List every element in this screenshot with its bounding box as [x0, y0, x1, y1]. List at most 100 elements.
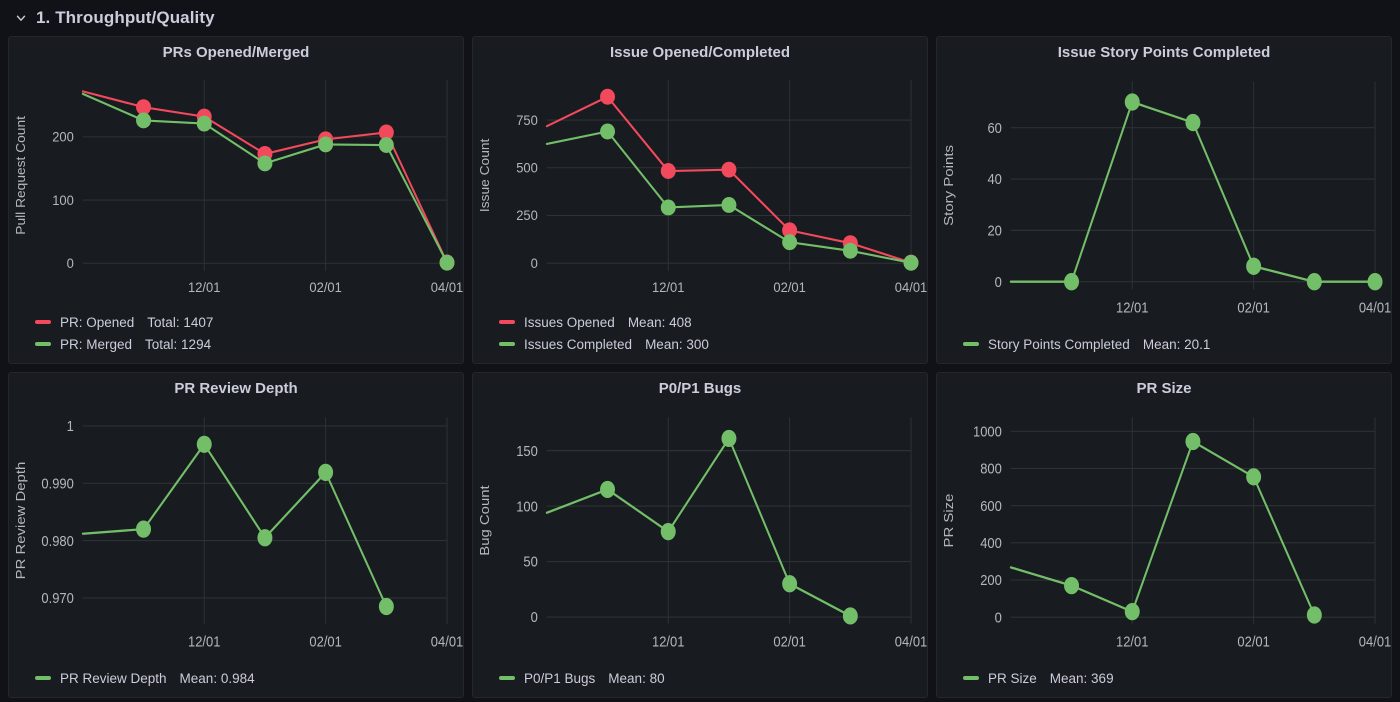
series-point-issues-completed	[903, 254, 919, 271]
legend-color-swatch	[963, 342, 979, 346]
y-axis-title: Bug Count	[477, 485, 492, 556]
legend-item[interactable]: PR: Merged Total: 1294	[35, 333, 463, 355]
chart-legend: Issues Opened Mean: 408 Issues Completed Me…	[473, 309, 927, 363]
series-point-story-points-completed	[1185, 113, 1201, 132]
y-axis-tick-label: 200	[52, 129, 74, 144]
series-point-story-points-completed	[1124, 93, 1140, 111]
legend-series-label: Issues Completed	[524, 336, 633, 352]
y-axis-tick-label: 1000	[973, 423, 1002, 440]
y-axis-title: Issue Count	[477, 138, 492, 212]
legend-series-label: PR Review Depth	[60, 670, 167, 686]
legend-series-stat: Total: 1294	[145, 336, 212, 352]
panel-p0-p1-bugs[interactable]: P0/P1 Bugs 0 50 100 150 12/01 02/01 04/01 Bug Co…	[472, 372, 928, 698]
y-axis-tick-label: 0.990	[41, 475, 74, 492]
panel-title: Issue Opened/Completed	[609, 44, 791, 61]
panel-title: P0/P1 Bugs	[658, 380, 742, 397]
chart-plot-area[interactable]: 0 20 40 60 12/01 02/01 04/01 Story Points	[937, 63, 1391, 331]
legend-series-label: Story Points Completed	[988, 336, 1130, 352]
timeseries-chart: 0 200 400 600 800 1000 12/01 02/01 04/01 PR Size	[941, 417, 1391, 650]
timeseries-chart: 0.970 0.980 0.990 1 12/01 02/01 04/01 PR Review…	[13, 417, 463, 650]
chart-plot-area[interactable]: 0 250 500 750 12/01 02/01 04/01 Issue Count	[473, 63, 927, 309]
series-point-pr-review-depth	[136, 520, 152, 538]
x-axis-tick-label: 04/01	[1359, 299, 1391, 316]
x-axis-tick-label: 12/01	[188, 633, 221, 650]
legend-color-swatch	[499, 342, 515, 346]
y-axis-tick-label: 0	[531, 608, 538, 625]
panel-issue-story-points-completed[interactable]: Issue Story Points Completed 0 20 40 60 12/01…	[936, 36, 1392, 364]
legend-series-stat: Total: 1407	[147, 314, 214, 330]
series-point-pr-size	[1306, 606, 1322, 624]
legend-series-stat: Mean: 300	[645, 336, 709, 352]
timeseries-chart: 0 20 40 60 12/01 02/01 04/01 Story Points	[941, 81, 1391, 316]
chart-legend: Story Points Completed Mean: 20.1	[937, 331, 1391, 363]
x-axis-tick-label: 04/01	[895, 633, 927, 650]
panel-grid: PRs Opened/Merged 0 100 200 12/01 02/01 04/01 P…	[0, 36, 1400, 702]
series-point-pr-review-depth	[257, 529, 273, 547]
legend-series-label: PR: Opened	[60, 314, 135, 330]
timeseries-chart: 0 100 200 12/01 02/01 04/01 Pull Request Count	[13, 79, 463, 295]
timeseries-chart: 0 250 500 750 12/01 02/01 04/01 Issue Count	[477, 79, 927, 295]
x-axis-tick-label: 04/01	[895, 280, 927, 295]
chart-plot-area[interactable]: 0 50 100 150 12/01 02/01 04/01 Bug Count	[473, 399, 927, 665]
series-point-pr-review-depth	[196, 435, 212, 453]
legend-item[interactable]: PR Size Mean: 369	[963, 667, 1391, 689]
legend-item[interactable]: PR: Opened Total: 1407	[35, 311, 463, 333]
x-axis-tick-label: 02/01	[1237, 633, 1270, 650]
y-axis-tick-label: 0	[531, 256, 538, 271]
series-point-pr-merged	[318, 136, 334, 153]
series-point-pr-review-depth	[378, 597, 394, 616]
dashboard-row-header[interactable]: 1. Throughput/Quality	[0, 0, 1400, 36]
x-axis-tick-label: 02/01	[309, 633, 342, 650]
panel-pr-size[interactable]: PR Size 0 200 400 600 800 1000 12/01 02/01 04/01 P…	[936, 372, 1392, 698]
legend-item[interactable]: Story Points Completed Mean: 20.1	[963, 333, 1391, 355]
panel-issue-opened-completed[interactable]: Issue Opened/Completed 0 250 500 750 12/01 02/…	[472, 36, 928, 364]
series-point-story-points-completed	[1064, 273, 1080, 291]
legend-item[interactable]: PR Review Depth Mean: 0.984	[35, 667, 463, 689]
panel-prs-opened-merged[interactable]: PRs Opened/Merged 0 100 200 12/01 02/01 04/01 P…	[8, 36, 464, 364]
legend-series-stat: Mean: 20.1	[1142, 336, 1211, 352]
series-point-issues-opened	[600, 88, 616, 105]
series-point-p0-p1-bugs	[600, 480, 616, 499]
series-point-pr-size	[1124, 603, 1140, 621]
series-point-p0-p1-bugs	[660, 523, 676, 541]
y-axis-tick-label: 200	[980, 571, 1002, 588]
x-axis-tick-label: 02/01	[773, 280, 805, 295]
y-axis-tick-label: 0	[995, 609, 1002, 626]
legend-series-label: Issues Opened	[524, 314, 615, 330]
y-axis-tick-label: 50	[523, 553, 538, 570]
x-axis-tick-label: 12/01	[652, 633, 685, 650]
legend-color-swatch	[499, 676, 515, 680]
chart-plot-area[interactable]: 0.970 0.980 0.990 1 12/01 02/01 04/01 PR Review…	[9, 399, 463, 665]
series-point-issues-completed	[721, 197, 737, 213]
series-point-p0-p1-bugs	[842, 607, 858, 625]
series-line-pr-review-depth	[81, 443, 388, 608]
y-axis-tick-label: 800	[980, 460, 1002, 477]
chart-plot-area[interactable]: 0 200 400 600 800 1000 12/01 02/01 04/01 PR Size	[937, 399, 1391, 665]
legend-item[interactable]: Issues Opened Mean: 408	[499, 311, 927, 333]
x-axis-tick-label: 04/01	[1359, 633, 1391, 650]
legend-color-swatch	[499, 320, 515, 324]
series-point-p0-p1-bugs	[721, 429, 737, 448]
series-point-issues-completed	[782, 234, 798, 251]
legend-series-label: PR: Merged	[60, 336, 133, 352]
y-axis-tick-label: 20	[987, 222, 1002, 239]
series-point-pr-merged	[196, 115, 212, 132]
series-point-issues-completed	[660, 199, 676, 216]
panel-pr-review-depth[interactable]: PR Review Depth 0.970 0.980 0.990 1 12/01 02/0…	[8, 372, 464, 698]
chart-legend: PR: Opened Total: 1407 PR: Merged Total: 12…	[9, 309, 463, 363]
legend-item[interactable]: P0/P1 Bugs Mean: 80	[499, 667, 927, 689]
series-point-pr-opened	[136, 99, 152, 116]
y-axis-tick-label: 150	[516, 442, 538, 459]
chart-plot-area[interactable]: 0 100 200 12/01 02/01 04/01 Pull Request Count	[9, 63, 463, 309]
legend-series-stat: Mean: 408	[627, 314, 692, 330]
y-axis-title: Story Points	[941, 145, 956, 226]
legend-color-swatch	[35, 320, 51, 324]
y-axis-tick-label: 0	[995, 273, 1002, 290]
series-point-story-points-completed	[1306, 273, 1322, 291]
y-axis-tick-label: 40	[987, 170, 1002, 187]
series-point-pr-size	[1064, 577, 1080, 595]
x-axis-tick-label: 02/01	[309, 280, 341, 295]
chevron-down-icon[interactable]	[14, 11, 28, 25]
series-point-story-points-completed	[1367, 273, 1383, 291]
legend-item[interactable]: Issues Completed Mean: 300	[499, 333, 927, 355]
